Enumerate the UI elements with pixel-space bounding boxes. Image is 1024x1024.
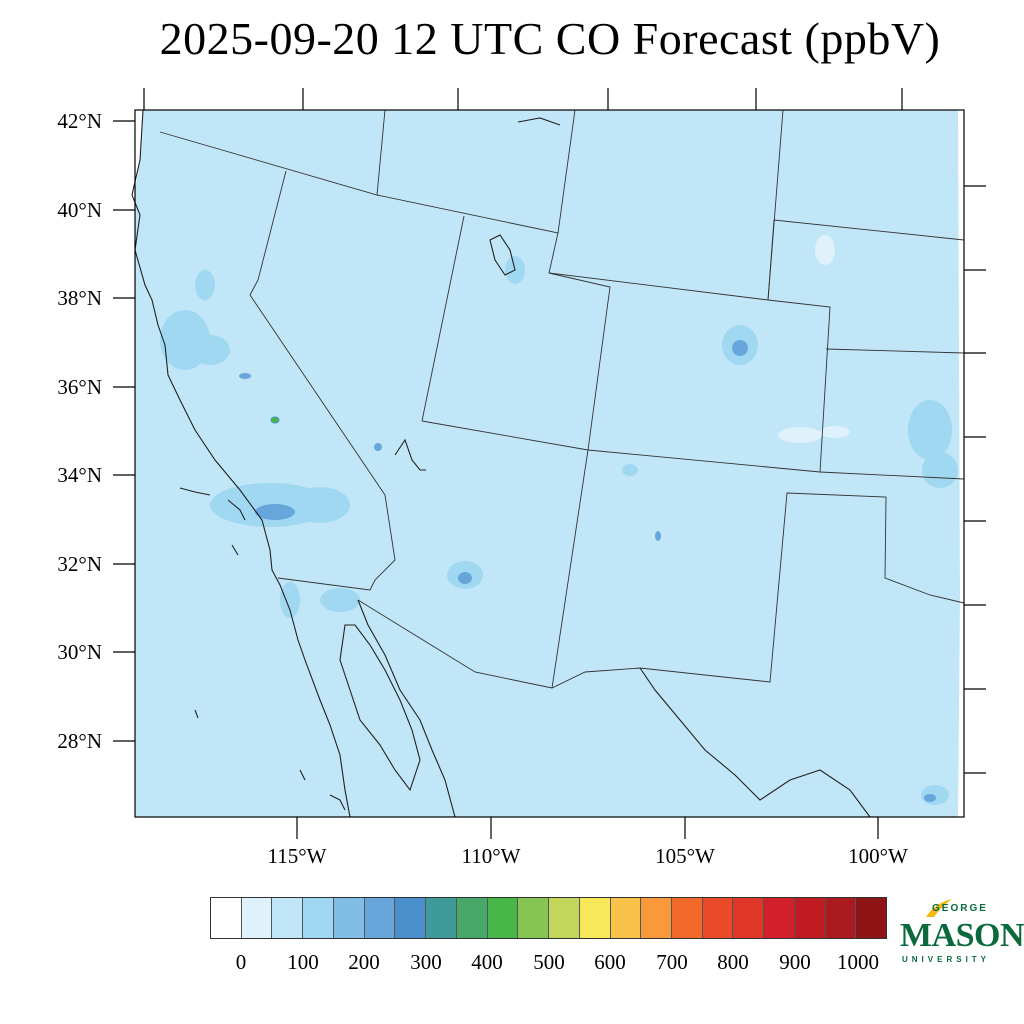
coastlines: [131, 109, 871, 818]
colorbar-swatch-9: [487, 898, 519, 938]
logo-bottom-text: UNIVERSITY: [902, 955, 991, 964]
colorbar-swatch-17: [733, 898, 765, 938]
colorbar-swatch-2: [272, 898, 304, 938]
colorbar-swatch-15: [672, 898, 703, 938]
co-low-patches: [778, 235, 850, 443]
colorbar-label-0: 0: [235, 950, 247, 974]
lon-label-105w: 105°W: [655, 844, 715, 868]
colorbar-label-800: 800: [717, 950, 749, 974]
colorbar-label-600: 600: [594, 950, 626, 974]
logo-swoosh-icon: [926, 899, 952, 917]
lon-label-110w: 110°W: [461, 844, 521, 868]
logo-main-text: MASON: [900, 917, 1024, 954]
colorbar-swatch-8: [456, 898, 488, 938]
colorbar-swatch-7: [426, 898, 457, 938]
lat-label-30n: 30°N: [57, 640, 102, 664]
colorbar-swatch-13: [610, 898, 642, 938]
tick-marks: [113, 88, 986, 839]
colorbar-swatch-14: [641, 898, 673, 938]
colorbar-swatch-12: [579, 898, 611, 938]
lat-label-42n: 42°N: [57, 109, 102, 133]
co-concentration-peaks: [239, 340, 936, 802]
colorbar-swatch-19: [794, 898, 826, 938]
map-frame: [134, 109, 965, 818]
colorbar-label-300: 300: [410, 950, 442, 974]
map-edge-blank: [958, 110, 964, 817]
lat-label-34n: 34°N: [57, 463, 102, 487]
colorbar-label-900: 900: [779, 950, 811, 974]
colorbar-swatch-0: [211, 898, 242, 938]
state-borders: [159, 109, 965, 689]
colorbar-swatch-10: [518, 898, 550, 938]
colorbar-swatch-18: [764, 898, 795, 938]
lat-label-32n: 32°N: [57, 552, 102, 576]
colorbar-swatch-20: [825, 898, 857, 938]
lon-label-100w: 100°W: [848, 844, 908, 868]
lon-label-115w: 115°W: [267, 844, 327, 868]
colorbar-swatch-16: [702, 898, 734, 938]
logo-top-text: GEORGE: [932, 903, 988, 914]
lat-label-40n: 40°N: [57, 198, 102, 222]
colorbar-swatch-1: [241, 898, 273, 938]
colorbar-swatch-6: [395, 898, 427, 938]
map-background: [135, 110, 964, 817]
lat-label-38n: 38°N: [57, 286, 102, 310]
colorbar-label-400: 400: [471, 950, 503, 974]
colorbar-label-500: 500: [533, 950, 565, 974]
lat-label-28n: 28°N: [57, 729, 102, 753]
colorbar-swatch-5: [364, 898, 396, 938]
colorbar-swatch-3: [303, 898, 334, 938]
map-title: 2025-09-20 12 UTC CO Forecast (ppbV): [159, 13, 941, 64]
colorbar: [210, 897, 887, 939]
map-edge-blank: [135, 110, 143, 190]
colorbar-label-1000: 1000: [837, 950, 879, 974]
university-logo: GEORGE MASON UNIVERSITY: [898, 895, 1024, 975]
colorbar-swatch-21: [856, 898, 887, 938]
co-hotspot: [270, 416, 280, 424]
colorbar-label-700: 700: [656, 950, 688, 974]
colorbar-swatch-11: [549, 898, 580, 938]
colorbar-label-200: 200: [348, 950, 380, 974]
colorbar-label-100: 100: [287, 950, 319, 974]
co-concentration-field: [160, 256, 958, 805]
lat-label-36n: 36°N: [57, 375, 102, 399]
colorbar-swatch-4: [333, 898, 365, 938]
